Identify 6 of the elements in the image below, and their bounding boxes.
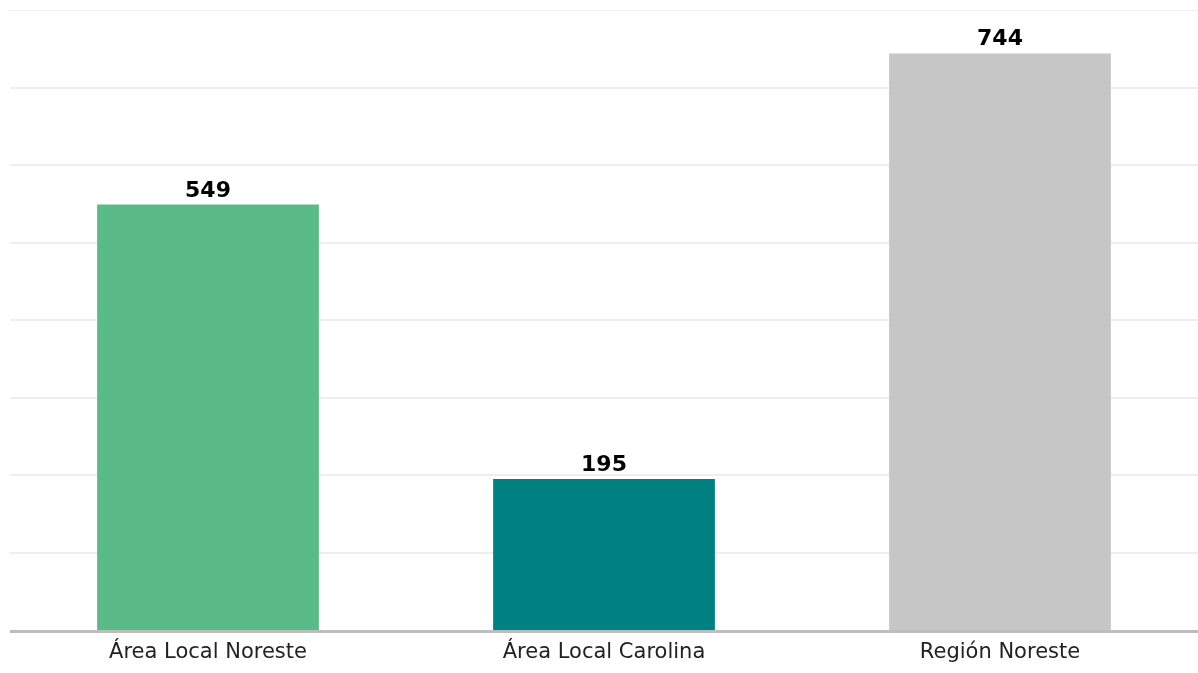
data-label: 744 — [977, 25, 1023, 51]
x-tick-label: Región Noreste — [919, 639, 1081, 664]
x-tick-label: Área Local Carolina — [502, 638, 706, 664]
data-label: 549 — [185, 176, 231, 202]
data-label: 195 — [581, 450, 627, 476]
x-tick-label: Área Local Noreste — [109, 638, 307, 664]
